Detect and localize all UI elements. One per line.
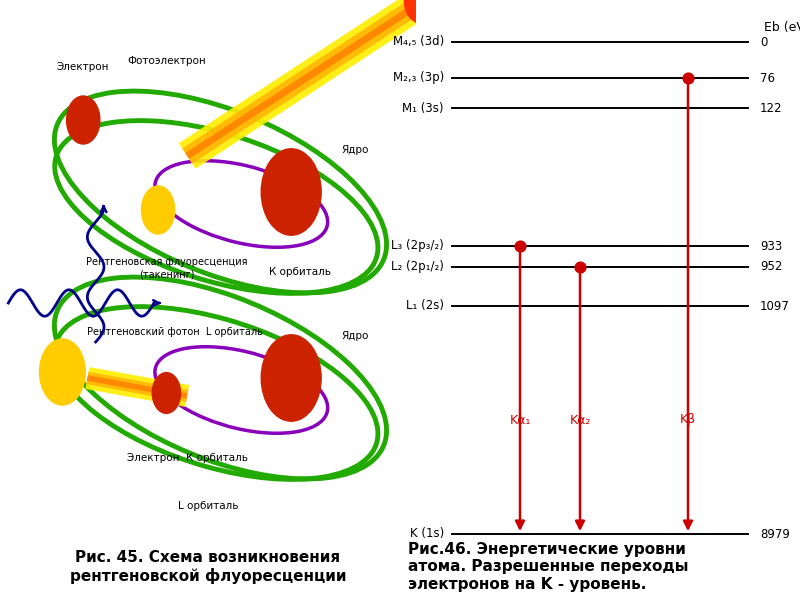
Circle shape [39, 339, 86, 405]
Circle shape [262, 149, 321, 235]
Text: M₂,₃ (3p): M₂,₃ (3p) [393, 71, 444, 85]
Text: L орбиталь: L орбиталь [178, 501, 238, 511]
Circle shape [142, 186, 174, 234]
Circle shape [66, 96, 100, 144]
Text: 8979: 8979 [760, 527, 790, 541]
Text: M₄,₅ (3d): M₄,₅ (3d) [393, 35, 444, 49]
Text: 122: 122 [760, 101, 782, 115]
Text: Электрон: Электрон [57, 62, 110, 72]
Text: Ядро: Ядро [341, 145, 369, 155]
Point [682, 73, 694, 83]
Text: 0: 0 [760, 35, 767, 49]
Text: Рентгеновский фотон  L орбиталь: Рентгеновский фотон L орбиталь [86, 327, 262, 337]
Text: L₂ (2p₁/₂): L₂ (2p₁/₂) [391, 260, 444, 274]
Text: Электрон  К орбиталь: Электрон К орбиталь [126, 453, 248, 463]
Point [514, 241, 526, 251]
Text: Фотоэлектрон: Фотоэлектрон [127, 56, 206, 66]
Circle shape [404, 0, 436, 23]
Text: Рис. 45. Схема возникновения
рентгеновской флуоресценции: Рис. 45. Схема возникновения рентгеновск… [70, 550, 346, 584]
Text: 933: 933 [760, 239, 782, 253]
Circle shape [152, 373, 181, 413]
Text: 76: 76 [760, 71, 775, 85]
Text: L₁ (2s): L₁ (2s) [406, 299, 444, 313]
Text: L₃ (2p₃/₂): L₃ (2p₃/₂) [391, 239, 444, 253]
Text: 1097: 1097 [760, 299, 790, 313]
Text: К орбиталь: К орбиталь [269, 267, 330, 277]
Text: Kα₁: Kα₁ [510, 413, 530, 427]
Text: Рентгеновская флуоресценция
(такенинг): Рентгеновская флуоресценция (такенинг) [86, 257, 247, 279]
Circle shape [262, 335, 321, 421]
Text: Еb (eV): Еb (eV) [764, 21, 800, 34]
Text: 952: 952 [760, 260, 782, 274]
Text: Kβ: Kβ [680, 413, 696, 427]
Text: Рис.46. Энергетические уровни
атома. Разрешенные переходы
электронов на K - уров: Рис.46. Энергетические уровни атома. Раз… [408, 542, 689, 592]
Text: K (1s): K (1s) [410, 527, 444, 541]
Text: Kα₂: Kα₂ [570, 413, 590, 427]
Text: Ядро: Ядро [341, 331, 369, 341]
Point [574, 262, 586, 272]
Text: M₁ (3s): M₁ (3s) [402, 101, 444, 115]
